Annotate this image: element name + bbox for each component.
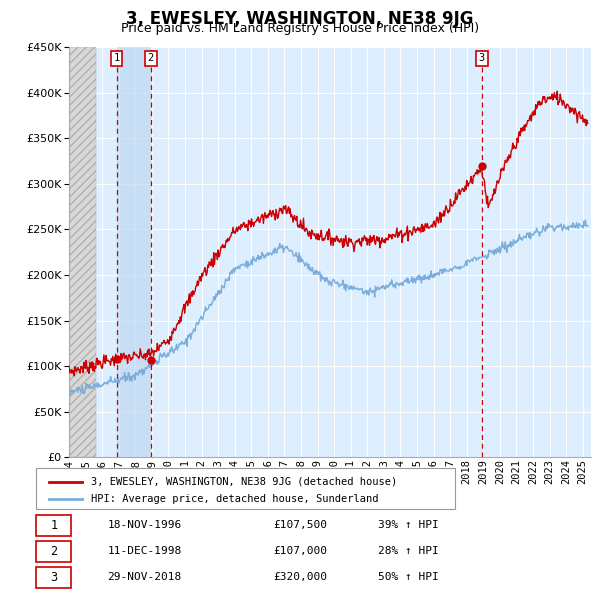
Text: Price paid vs. HM Land Registry's House Price Index (HPI): Price paid vs. HM Land Registry's House … — [121, 22, 479, 35]
Text: 3, EWESLEY, WASHINGTON, NE38 9JG (detached house): 3, EWESLEY, WASHINGTON, NE38 9JG (detach… — [91, 477, 397, 487]
Text: 1: 1 — [50, 519, 57, 532]
Text: 1: 1 — [113, 53, 120, 63]
Text: £320,000: £320,000 — [273, 572, 327, 582]
Bar — [35, 567, 71, 588]
Text: £107,000: £107,000 — [273, 546, 327, 556]
Text: HPI: Average price, detached house, Sunderland: HPI: Average price, detached house, Sund… — [91, 494, 378, 504]
Bar — [117, 47, 151, 457]
Text: £107,500: £107,500 — [273, 520, 327, 530]
Text: 3: 3 — [50, 571, 57, 584]
Text: 11-DEC-1998: 11-DEC-1998 — [107, 546, 182, 556]
Text: 2: 2 — [148, 53, 154, 63]
Bar — [35, 541, 71, 562]
Text: 39% ↑ HPI: 39% ↑ HPI — [378, 520, 439, 530]
Text: 50% ↑ HPI: 50% ↑ HPI — [378, 572, 439, 582]
Text: 2: 2 — [50, 545, 57, 558]
Text: 3: 3 — [479, 53, 485, 63]
Text: 3, EWESLEY, WASHINGTON, NE38 9JG: 3, EWESLEY, WASHINGTON, NE38 9JG — [126, 10, 474, 28]
Bar — [69, 47, 97, 457]
Bar — [35, 468, 455, 509]
Bar — [35, 515, 71, 536]
Text: 29-NOV-2018: 29-NOV-2018 — [107, 572, 182, 582]
Text: 28% ↑ HPI: 28% ↑ HPI — [378, 546, 439, 556]
Text: 18-NOV-1996: 18-NOV-1996 — [107, 520, 182, 530]
